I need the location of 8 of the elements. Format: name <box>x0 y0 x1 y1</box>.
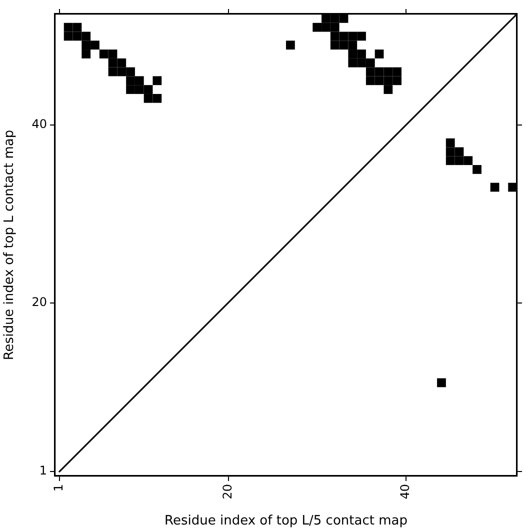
x-tick-label: 20 <box>220 484 234 500</box>
x-tick-label: 1 <box>52 484 66 492</box>
y-tick-label: 40 <box>32 117 47 132</box>
y-tick-label: 1 <box>39 464 47 478</box>
x-axis-title: Residue index of top L/5 contact map <box>164 514 408 529</box>
y-tick-label: 20 <box>32 294 47 309</box>
x-tick-label: 40 <box>398 484 412 500</box>
y-axis-title: Residue index of top L contact map <box>2 130 18 360</box>
